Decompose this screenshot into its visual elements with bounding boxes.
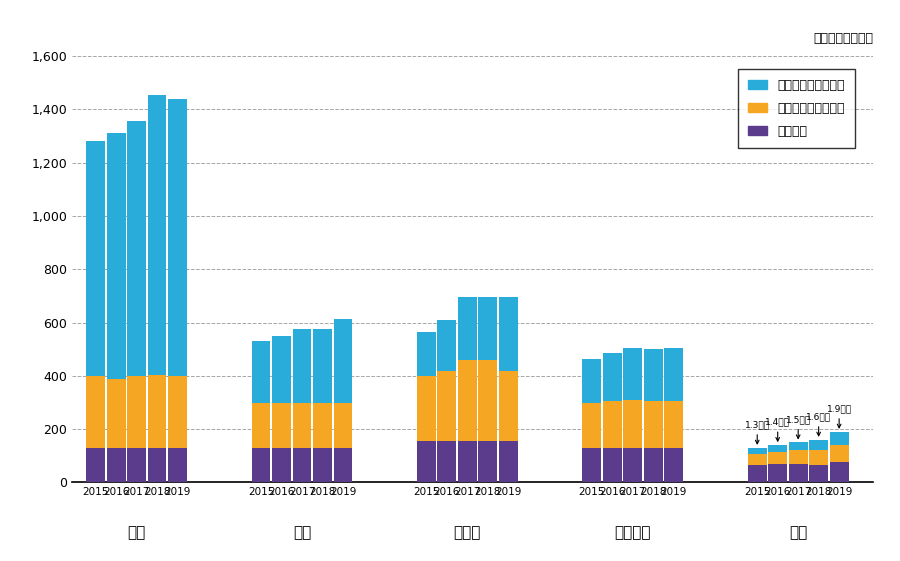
Bar [417,441,436,482]
Bar [479,441,498,482]
Bar [582,403,601,448]
Bar [437,441,456,482]
Bar [458,360,477,441]
Bar [603,401,622,448]
Bar [334,448,353,482]
Bar [252,403,270,448]
Text: 1.9億円: 1.9億円 [826,404,851,428]
Bar [107,379,125,448]
Bar [272,403,291,448]
Bar [148,95,166,375]
Bar [272,336,291,403]
Bar [748,465,767,482]
Bar [334,319,353,403]
Text: 米国: 米国 [128,525,146,540]
Bar [644,349,662,401]
Bar [313,403,332,448]
Text: 1.5億円: 1.5億円 [786,415,811,439]
Bar [603,448,622,482]
Bar [788,450,807,464]
Bar [769,452,788,464]
Text: フランス: フランス [615,525,651,540]
Bar [582,358,601,403]
Bar [127,121,146,376]
Text: 日本: 日本 [789,525,807,540]
Bar [127,376,146,448]
Bar [252,448,270,482]
Bar [417,332,436,376]
Bar [107,134,125,379]
Bar [458,441,477,482]
Bar [788,443,807,450]
Bar [830,445,849,462]
Bar [664,348,683,401]
Text: 1.3億円: 1.3億円 [744,420,770,444]
Bar [769,445,788,452]
Bar [499,371,517,441]
Text: ドイツ: ドイツ [454,525,482,540]
Text: 1.4億円: 1.4億円 [765,417,790,441]
Bar [107,448,125,482]
Bar [86,448,105,482]
Bar [437,320,456,370]
Bar [148,448,166,482]
Bar [479,360,498,441]
Bar [168,376,187,448]
Legend: 長期インセンティブ, 年次インセンティブ, 基本報酬: 長期インセンティブ, 年次インセンティブ, 基本報酬 [739,69,855,148]
Bar [499,297,517,370]
Bar [168,448,187,482]
Bar [479,297,498,360]
Text: 1.6億円: 1.6億円 [806,412,832,436]
Text: 英国: 英国 [292,525,311,540]
Bar [664,401,683,448]
Bar [292,403,311,448]
Bar [809,465,828,482]
Bar [809,450,828,465]
Bar [313,448,332,482]
Bar [748,448,767,454]
Bar [272,448,291,482]
Bar [437,371,456,441]
Bar [664,448,683,482]
Bar [292,448,311,482]
Bar [603,353,622,401]
Bar [458,297,477,360]
Bar [252,341,270,403]
Bar [148,375,166,448]
Bar [644,401,662,448]
Bar [313,329,332,403]
Bar [582,448,601,482]
Bar [292,329,311,403]
Bar [86,376,105,448]
Bar [624,400,643,448]
Bar [86,141,105,376]
Bar [830,462,849,482]
Text: （単位：百万円）: （単位：百万円） [813,33,873,45]
Bar [334,403,353,448]
Bar [748,454,767,465]
Bar [499,441,517,482]
Bar [788,464,807,482]
Bar [644,448,662,482]
Bar [830,432,849,445]
Bar [168,99,187,376]
Bar [624,348,643,400]
Bar [769,464,788,482]
Bar [624,448,643,482]
Bar [809,440,828,450]
Bar [127,448,146,482]
Bar [417,376,436,441]
